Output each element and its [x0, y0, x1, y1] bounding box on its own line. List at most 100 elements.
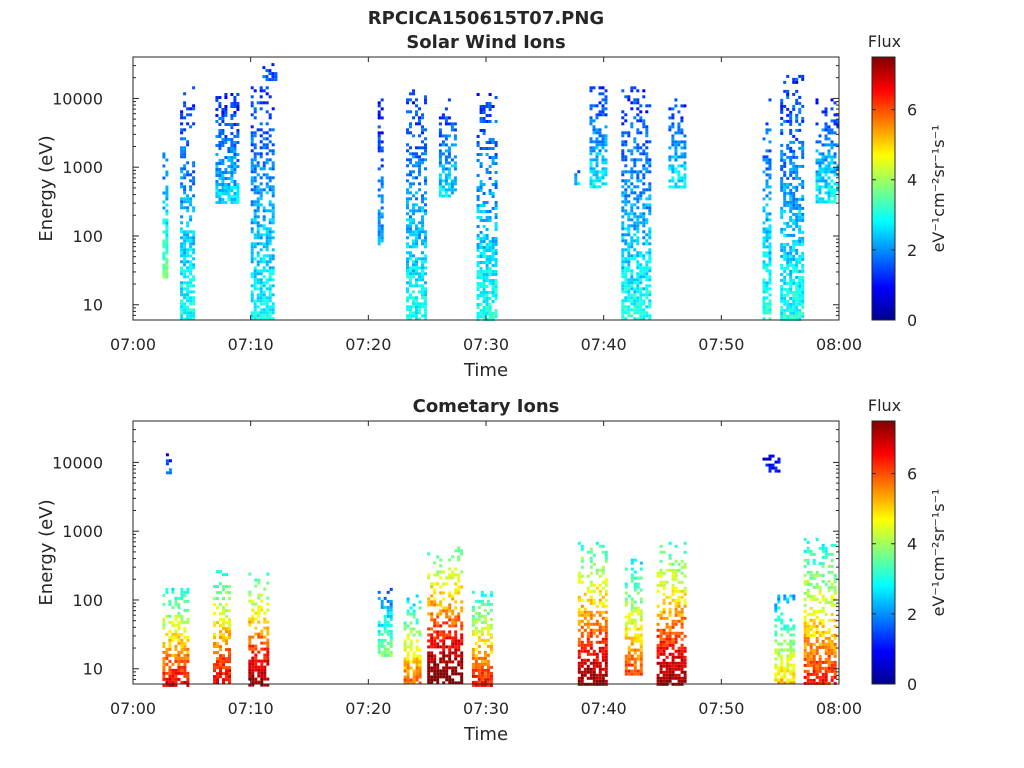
flux-cell [263, 647, 267, 651]
flux-cell [830, 158, 834, 162]
flux-cell [256, 215, 260, 219]
flux-cell [213, 636, 216, 640]
flux-cell [254, 680, 258, 684]
flux-cell [389, 602, 393, 606]
flux-cell [380, 179, 384, 183]
flux-cell [218, 195, 222, 198]
flux-cell [409, 233, 412, 237]
flux-cell [230, 117, 234, 120]
flux-cell [271, 308, 275, 312]
flux-cell [253, 185, 257, 189]
flux-cell [601, 565, 605, 569]
flux-cell [768, 251, 772, 255]
flux-cell [474, 641, 478, 645]
flux-cell [250, 254, 254, 258]
flux-cell [415, 648, 419, 652]
flux-cell [165, 677, 169, 681]
flux-cell [480, 626, 484, 630]
flux-cell [412, 669, 416, 673]
flux-cell [671, 625, 675, 629]
flux-cell [415, 176, 418, 180]
flux-cell [803, 663, 807, 667]
flux-cell [471, 665, 475, 669]
flux-cell [645, 197, 649, 201]
flux-cell [621, 179, 625, 183]
flux-cell [792, 317, 796, 321]
flux-cell [809, 627, 813, 631]
flux-cell [598, 664, 602, 668]
flux-cell [254, 644, 258, 648]
flux-cell [192, 284, 196, 288]
flux-cell [248, 683, 252, 687]
flux-cell [648, 242, 652, 246]
flux-cell [648, 206, 652, 210]
flux-cell [457, 672, 461, 676]
flux-cell [633, 609, 637, 613]
flux-cell [180, 251, 184, 255]
flux-cell [180, 638, 184, 642]
flux-cell [424, 98, 427, 102]
flux-cell [438, 116, 442, 120]
flux-cell [674, 577, 678, 581]
flux-cell [792, 266, 796, 270]
flux-cell [662, 643, 666, 647]
flux-cell [183, 116, 187, 120]
flux-cell [165, 209, 169, 213]
flux-cell [795, 176, 799, 180]
flux-cell [418, 230, 421, 234]
flux-cell [457, 579, 461, 583]
flux-cell [189, 248, 193, 252]
flux-cell [250, 317, 254, 321]
flux-cell [774, 648, 778, 652]
flux-cell [795, 281, 799, 285]
flux-cell [430, 603, 434, 607]
flux-cell [222, 660, 225, 664]
flux-cell [444, 191, 448, 195]
flux-cell [183, 668, 187, 672]
flux-cell [636, 224, 640, 228]
flux-cell [795, 203, 799, 207]
flux-cell [783, 182, 787, 186]
flux-cell [486, 611, 490, 615]
flux-cell [377, 215, 381, 219]
flux-cell [213, 612, 216, 616]
flux-cell [792, 299, 796, 303]
flux-cell [783, 624, 787, 628]
flux-cell [256, 191, 260, 195]
flux-cell [765, 254, 769, 258]
flux-cell [222, 588, 225, 592]
flux-cell [180, 287, 184, 291]
flux-cell [792, 227, 796, 231]
flux-cell [262, 215, 266, 219]
flux-cell [765, 218, 769, 222]
flux-cell [830, 143, 834, 147]
flux-cell [218, 171, 222, 174]
flux-cell [768, 317, 772, 321]
flux-cell [268, 218, 272, 222]
flux-cell [433, 573, 437, 577]
flux-cell [783, 302, 787, 306]
flux-cell [421, 224, 424, 228]
flux-cell [412, 218, 415, 222]
flux-cell [433, 561, 437, 565]
flux-cell [580, 670, 584, 674]
flux-cell [451, 639, 455, 643]
flux-cell [430, 627, 434, 631]
flux-cell [789, 224, 793, 228]
flux-cell [430, 633, 434, 637]
flux-burst [668, 98, 687, 189]
flux-cell [409, 257, 412, 261]
flux-cell [418, 675, 422, 679]
flux-cell [409, 266, 412, 270]
flux-cell [674, 170, 678, 174]
flux-cell [180, 593, 184, 597]
flux-cell [642, 119, 646, 123]
flux-cell [406, 269, 409, 273]
flux-cell [250, 149, 254, 153]
flux-cell [442, 654, 446, 658]
flux-cell [642, 236, 646, 240]
flux-cell [812, 642, 816, 646]
flux-cell [489, 680, 493, 684]
flux-cell [630, 122, 634, 126]
flux-cell [265, 191, 269, 195]
